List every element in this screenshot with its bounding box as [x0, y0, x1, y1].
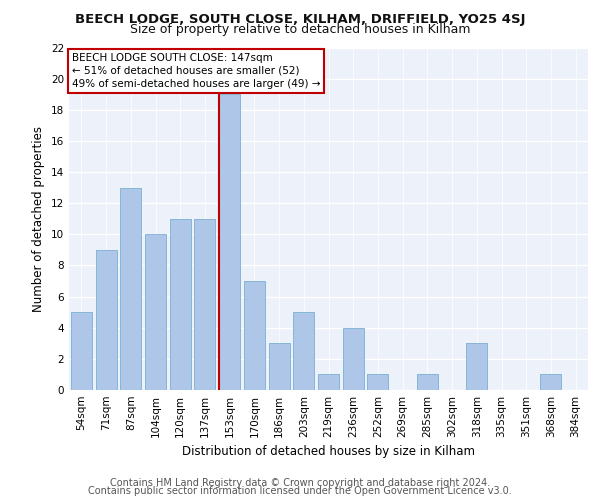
Text: BEECH LODGE, SOUTH CLOSE, KILHAM, DRIFFIELD, YO25 4SJ: BEECH LODGE, SOUTH CLOSE, KILHAM, DRIFFI…: [75, 12, 525, 26]
Bar: [194, 219, 215, 390]
Y-axis label: Number of detached properties: Number of detached properties: [32, 126, 46, 312]
Bar: [95, 250, 116, 390]
Text: Contains public sector information licensed under the Open Government Licence v3: Contains public sector information licen…: [88, 486, 512, 496]
X-axis label: Distribution of detached houses by size in Kilham: Distribution of detached houses by size …: [182, 446, 475, 458]
Text: Size of property relative to detached houses in Kilham: Size of property relative to detached ho…: [130, 22, 470, 36]
Bar: [71, 312, 92, 390]
Bar: [541, 374, 562, 390]
Bar: [269, 344, 290, 390]
Bar: [318, 374, 339, 390]
Bar: [120, 188, 141, 390]
Bar: [343, 328, 364, 390]
Bar: [367, 374, 388, 390]
Bar: [417, 374, 438, 390]
Bar: [244, 281, 265, 390]
Bar: [145, 234, 166, 390]
Bar: [170, 219, 191, 390]
Bar: [466, 344, 487, 390]
Text: BEECH LODGE SOUTH CLOSE: 147sqm
← 51% of detached houses are smaller (52)
49% of: BEECH LODGE SOUTH CLOSE: 147sqm ← 51% of…: [71, 52, 320, 89]
Text: Contains HM Land Registry data © Crown copyright and database right 2024.: Contains HM Land Registry data © Crown c…: [110, 478, 490, 488]
Bar: [293, 312, 314, 390]
Bar: [219, 94, 240, 390]
